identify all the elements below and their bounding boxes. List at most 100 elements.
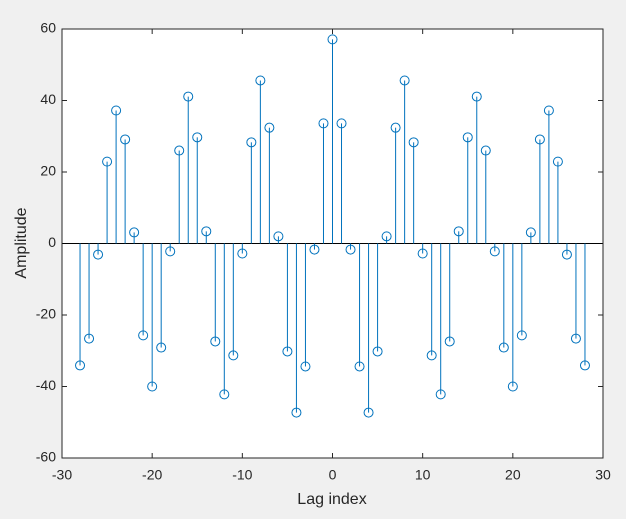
stem-marker	[399, 75, 410, 86]
stem-marker	[228, 350, 239, 361]
stem-marker	[237, 248, 248, 259]
stem	[381, 231, 392, 244]
stem	[516, 243, 527, 341]
stem	[507, 243, 518, 392]
stem	[489, 243, 500, 257]
stem	[219, 243, 230, 400]
stem-marker	[210, 336, 221, 347]
stem	[534, 134, 545, 244]
stem	[201, 226, 212, 244]
stem-marker	[525, 227, 536, 238]
stem-marker	[489, 246, 500, 257]
stem	[192, 132, 203, 244]
stem	[354, 243, 365, 372]
stem	[75, 243, 86, 371]
stem	[84, 243, 95, 344]
y-tick-label: 40	[40, 91, 56, 107]
x-tick-label: -30	[52, 467, 72, 483]
stem	[255, 75, 266, 244]
stem	[111, 105, 122, 244]
stem	[543, 105, 554, 244]
stem-marker	[552, 156, 563, 167]
stem	[498, 243, 509, 353]
stem-marker	[165, 246, 176, 257]
y-tick-label: 20	[40, 163, 56, 179]
stem-marker	[156, 342, 167, 353]
stem-marker	[534, 134, 545, 145]
stem-marker	[309, 244, 320, 255]
stem	[156, 243, 167, 353]
stem	[552, 156, 563, 244]
stem-marker	[273, 231, 284, 242]
x-tick-label: 0	[329, 467, 337, 483]
stem	[183, 91, 194, 244]
stem	[237, 243, 248, 259]
stem	[525, 227, 536, 244]
stem	[129, 227, 140, 244]
stem	[444, 243, 455, 347]
stem-marker	[390, 122, 401, 133]
stem-marker	[345, 244, 356, 255]
stem-marker	[138, 330, 149, 341]
stem-marker	[480, 145, 491, 156]
stem-marker	[120, 134, 131, 145]
stem	[336, 118, 347, 244]
stem-marker	[93, 249, 104, 260]
x-tick-label: -20	[142, 467, 162, 483]
stem-marker	[300, 361, 311, 372]
stem-marker	[255, 75, 266, 86]
stem	[93, 243, 104, 260]
stem	[462, 132, 473, 244]
stem-marker	[327, 34, 338, 45]
stem	[372, 243, 383, 357]
stem-marker	[444, 336, 455, 347]
y-tick-label: -40	[36, 377, 56, 393]
stem	[435, 243, 446, 400]
stem	[300, 243, 311, 372]
stem	[174, 145, 185, 244]
stem	[327, 34, 338, 244]
stem-marker	[543, 105, 554, 116]
stem-marker	[561, 249, 572, 260]
stem	[426, 243, 437, 361]
stem-marker	[201, 226, 212, 237]
axes-box	[61, 28, 604, 459]
stem	[228, 243, 239, 361]
x-tick-label: -10	[232, 467, 252, 483]
stem-marker	[264, 122, 275, 133]
stem	[264, 122, 275, 244]
stem	[120, 134, 131, 244]
x-tick-label: 20	[505, 467, 521, 483]
y-axis-label: Amplitude	[13, 207, 30, 278]
stem-marker	[291, 407, 302, 418]
stem	[291, 243, 302, 418]
stem-marker	[246, 137, 257, 148]
y-tick-label: -60	[36, 449, 56, 465]
stem	[246, 137, 257, 244]
stem-marker	[354, 361, 365, 372]
stem-marker	[417, 248, 428, 259]
stem	[282, 243, 293, 357]
stem	[363, 243, 374, 418]
stem-marker	[363, 407, 374, 418]
stem	[408, 137, 419, 244]
stem	[147, 243, 158, 392]
stem-marker	[336, 118, 347, 129]
stem	[561, 243, 572, 260]
stem-marker	[174, 145, 185, 156]
stem-marker	[318, 118, 329, 129]
stem-marker	[516, 330, 527, 341]
stem-marker	[183, 91, 194, 102]
stem	[453, 226, 464, 244]
stem-marker	[426, 350, 437, 361]
y-tick-label: 60	[40, 20, 56, 36]
stem-marker	[579, 360, 590, 371]
stem-marker	[372, 346, 383, 357]
y-tick-label: -20	[36, 306, 56, 322]
stem	[210, 243, 221, 347]
stem-marker	[570, 333, 581, 344]
stem-marker	[282, 346, 293, 357]
x-axis-label: Lag index	[297, 491, 366, 508]
